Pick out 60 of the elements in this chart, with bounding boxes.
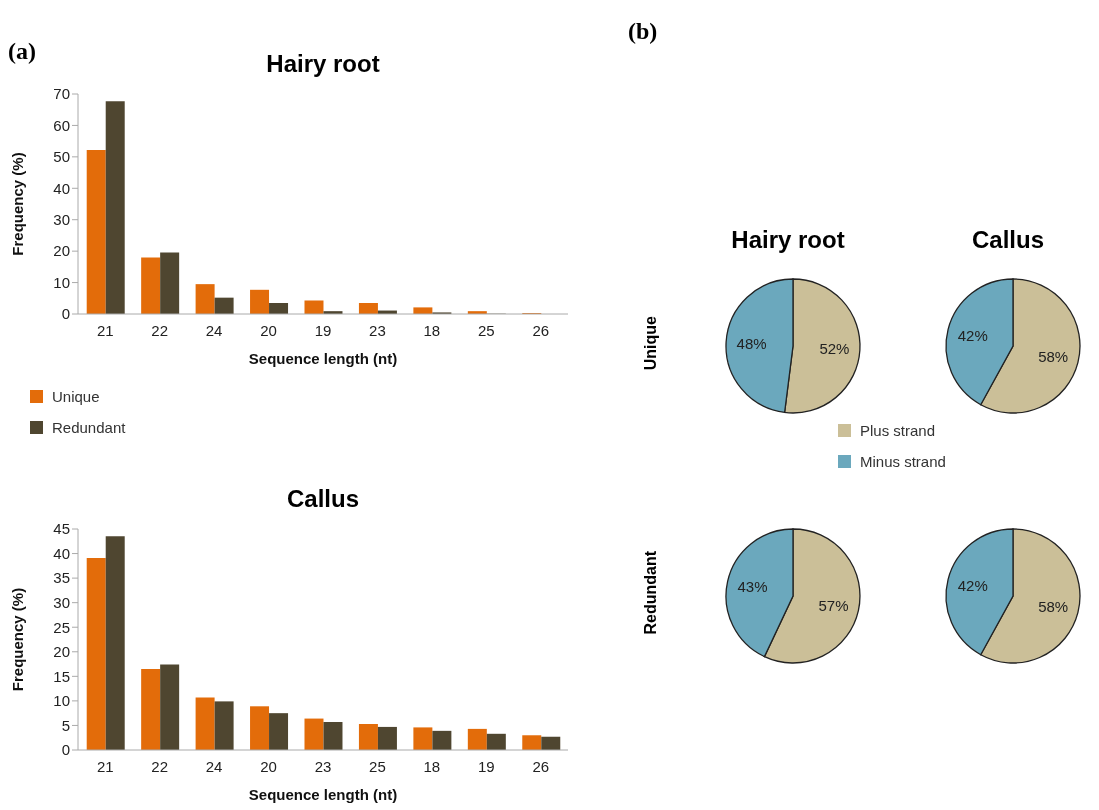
y-tick-label: 50 — [53, 148, 70, 166]
x-tick-label: 18 — [423, 758, 441, 775]
data-label: 52% — [819, 340, 850, 358]
legend-label: Plus strand — [860, 422, 936, 439]
y-tick-label: 10 — [53, 692, 70, 710]
x-tick-label: 25 — [477, 322, 495, 339]
legend-label: Minus strand — [860, 453, 946, 470]
x-tick-label: 25 — [369, 758, 386, 775]
y-tick-label: 5 — [61, 716, 70, 734]
x-tick-label: 19 — [477, 758, 495, 775]
x-tick-label: 24 — [205, 758, 223, 775]
data-label: 42% — [957, 327, 988, 345]
y-tick-label: 30 — [53, 211, 70, 229]
y-tick-label: 20 — [53, 242, 70, 260]
y-tick-label: 45 — [53, 520, 70, 538]
text: (a) — [8, 38, 36, 65]
y-tick-label: 30 — [53, 593, 70, 611]
y-tick-label: 40 — [53, 544, 70, 562]
legend-label: Unique — [52, 388, 100, 405]
x-axis-title: Sequence length (nt) — [248, 350, 398, 367]
y-tick-label: 0 — [61, 305, 70, 323]
text: (b) — [628, 18, 658, 45]
y-tick-label: 15 — [53, 667, 70, 685]
x-tick-label: 18 — [423, 322, 441, 339]
x-tick-label: 19 — [314, 322, 332, 339]
y-tick-label: 25 — [53, 618, 70, 636]
data-label: 48% — [736, 334, 767, 352]
y-tick-label: 10 — [53, 273, 70, 291]
x-tick-label: 21 — [96, 322, 114, 339]
y-tick-label: 35 — [53, 569, 70, 587]
text: Redundant — [642, 551, 660, 635]
x-tick-label: 24 — [205, 322, 223, 339]
y-tick-label: 0 — [61, 741, 70, 759]
text: Unique — [642, 315, 660, 371]
data-label: 58% — [1038, 347, 1069, 365]
x-tick-label: 22 — [151, 322, 169, 339]
x-tick-label: 26 — [532, 322, 550, 339]
data-label: 58% — [1038, 597, 1069, 615]
data-label: 43% — [737, 578, 768, 596]
y-axis-title: Frequency (%) — [9, 152, 27, 256]
chart-title: Callus — [286, 485, 360, 513]
x-tick-label: 23 — [369, 322, 386, 339]
data-label: 57% — [818, 596, 849, 614]
y-tick-label: 70 — [53, 85, 70, 103]
y-axis-title: Frequency (%) — [9, 587, 27, 692]
x-tick-label: 20 — [260, 322, 277, 339]
data-label: 42% — [957, 577, 988, 595]
x-axis-title: Sequence length (nt) — [248, 786, 398, 803]
x-tick-label: 22 — [151, 758, 169, 775]
legend-label: Redundant — [52, 419, 126, 436]
chart-title: Hairy root — [730, 226, 846, 254]
y-tick-label: 40 — [53, 179, 70, 197]
chart-title: Callus — [971, 226, 1045, 254]
y-tick-label: 60 — [53, 116, 70, 134]
y-tick-label: 20 — [53, 643, 70, 661]
x-tick-label: 20 — [260, 758, 277, 775]
x-tick-label: 21 — [96, 758, 114, 775]
chart-title: Hairy root — [265, 50, 381, 78]
x-tick-label: 23 — [314, 758, 332, 775]
x-tick-label: 26 — [532, 758, 550, 775]
